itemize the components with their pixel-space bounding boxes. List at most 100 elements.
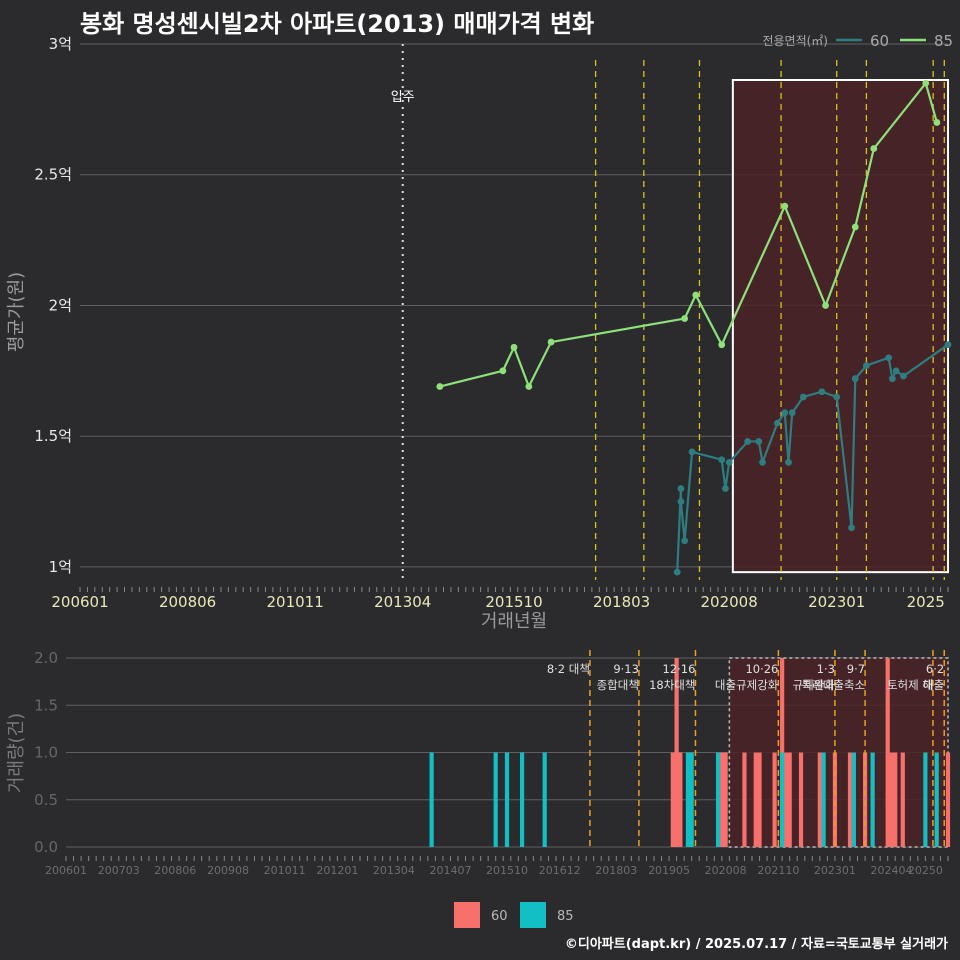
policy-label: 규제완화: [793, 678, 836, 692]
x-tick-label: 201905: [648, 864, 690, 877]
chart-title: 봉화 명성센시빌2차 아파트(2013) 매매가격 변화: [80, 10, 595, 38]
data-point-60: [681, 537, 689, 545]
x-tick-label: 202008: [705, 864, 747, 877]
policy-label: 8·2 대책: [547, 662, 590, 676]
credit-line: ©디아파트(dapt.kr) / 2025.07.17 / 자료=국토교통부 실…: [564, 937, 948, 952]
bar-60: [885, 658, 890, 847]
bar-85: [934, 752, 939, 847]
legend-swatch-85: [520, 902, 546, 928]
data-point-60: [944, 341, 952, 349]
policy-label: 9·13: [613, 662, 639, 676]
data-point-60: [851, 375, 859, 383]
data-point-85: [822, 302, 829, 309]
y-axis-label: 평균가(원): [6, 272, 27, 352]
x-tick-label: 201304: [373, 864, 415, 877]
x-tick-label: 201803: [595, 864, 637, 877]
bar-60: [757, 752, 762, 847]
policy-label: 9·7: [847, 662, 865, 676]
data-point-85: [933, 119, 941, 126]
highlight-box: [731, 79, 949, 574]
x-tick-label: 200908: [207, 864, 249, 877]
x-tick-label: 201612: [539, 864, 581, 877]
bar-60: [678, 752, 683, 847]
x-tick-label: 201407: [429, 864, 471, 877]
x-tick-label: 202110: [757, 864, 799, 877]
bar-60: [670, 752, 675, 847]
y-tick-label: 1억: [49, 558, 72, 576]
data-point-60: [744, 438, 752, 445]
bar-85: [715, 752, 721, 847]
bar-60: [783, 752, 789, 847]
x-tick-label: 202008: [701, 593, 758, 611]
x-tick-label: 202301: [808, 593, 865, 611]
y-tick-label: 1.0: [34, 744, 58, 762]
y-axis-label: 거래량(건): [6, 713, 27, 793]
bar-60: [787, 752, 792, 847]
x-tick-label: 201011: [267, 593, 324, 611]
bar-85: [542, 752, 547, 847]
data-point-60: [722, 485, 729, 492]
bar-60: [772, 752, 777, 847]
bar-85: [504, 752, 510, 847]
bar-60: [945, 752, 951, 847]
policy-label: 대출: [923, 678, 944, 692]
data-point-60: [688, 448, 696, 456]
data-point-60: [885, 354, 893, 362]
bar-60: [847, 752, 853, 847]
data-point-85: [547, 338, 555, 346]
data-point-60: [773, 419, 781, 427]
policy-label: 18차대책: [649, 678, 695, 692]
bar-60: [893, 752, 898, 847]
volume-bar-chart: 0.0 0.5 1.0 1.5 2.0 8·2 대책 9·13 종합대책 12·16 18차대책 1…: [6, 649, 951, 928]
data-point-60: [718, 456, 726, 464]
x-tick-label: 2025: [907, 593, 945, 611]
policy-label: 특례대출축소: [802, 678, 865, 692]
x-tick-label: 202404: [870, 864, 912, 877]
y-tick-label: 2.5억: [34, 166, 72, 184]
data-point-60: [799, 393, 807, 401]
legend-label-60: 60: [491, 909, 508, 924]
data-point-85: [436, 383, 444, 390]
data-point-85: [681, 315, 689, 322]
bar-60: [817, 752, 822, 847]
legend-title: 전용면적(㎡): [762, 34, 828, 48]
policy-label: 토허제 해: [887, 678, 933, 692]
data-point-85: [510, 343, 518, 351]
bar-60: [719, 752, 724, 847]
bar-60: [723, 752, 728, 847]
data-point-85: [870, 145, 878, 152]
data-point-85: [781, 202, 789, 210]
bar-85: [780, 752, 785, 847]
bar-60: [674, 658, 679, 847]
bar-60: [889, 752, 894, 847]
x-tick-label: 201304: [374, 593, 431, 611]
x-tick-label: 200806: [154, 864, 196, 877]
data-point-60: [677, 498, 685, 505]
data-point-60: [833, 393, 841, 401]
bar-85: [851, 752, 856, 847]
bar-85: [923, 752, 928, 847]
y-tick-label: 1.5: [34, 696, 58, 714]
x-axis-label: 거래년월: [481, 611, 547, 632]
policy-label: 6·2: [926, 662, 944, 676]
series-line-85: [439, 80, 938, 390]
bar-60: [832, 752, 838, 847]
data-point-60: [862, 362, 870, 369]
legend-label-85: 85: [934, 32, 953, 50]
x-tick-label: 201510: [485, 593, 542, 611]
data-point-60: [788, 409, 796, 417]
policy-label: 12·16: [663, 662, 696, 676]
data-point-60: [755, 438, 763, 445]
data-point-85: [718, 341, 726, 349]
data-point-60: [892, 367, 900, 375]
data-point-60: [759, 458, 766, 466]
data-point-60: [725, 458, 733, 466]
data-point-60: [781, 409, 789, 417]
data-point-60: [900, 372, 907, 380]
x-tick-label: 201803: [593, 593, 650, 611]
policy-label: 대출규제강화: [715, 678, 779, 692]
x-tick-label: 201510: [486, 864, 528, 877]
y-tick-label: 1.5억: [34, 427, 72, 445]
y-tick-label: 0.5: [34, 791, 58, 809]
